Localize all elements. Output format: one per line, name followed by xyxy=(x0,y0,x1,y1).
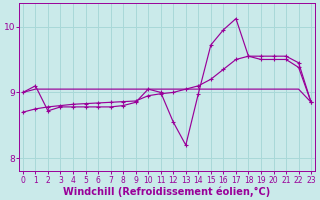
X-axis label: Windchill (Refroidissement éolien,°C): Windchill (Refroidissement éolien,°C) xyxy=(63,186,271,197)
